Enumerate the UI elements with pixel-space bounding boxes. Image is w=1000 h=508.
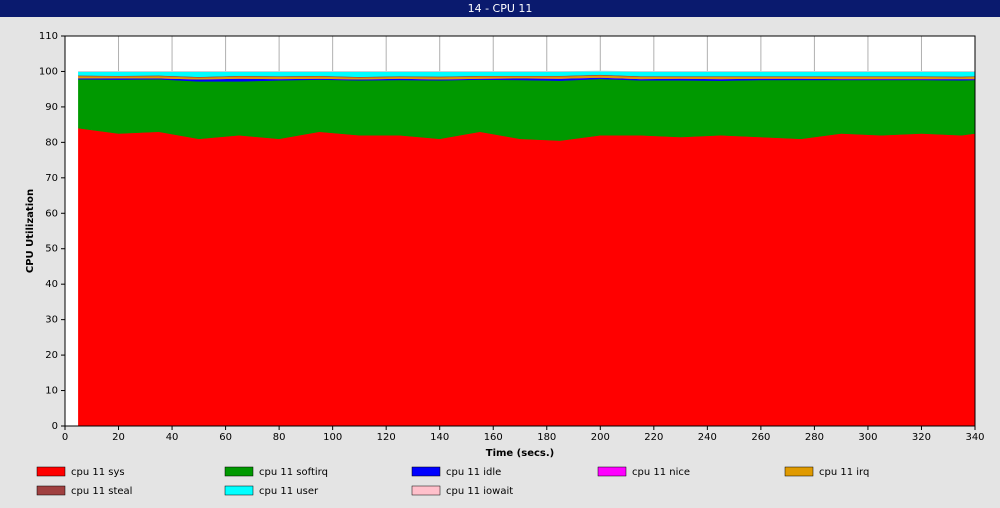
y-tick-label: 30 (45, 315, 58, 326)
x-tick-label: 320 (912, 432, 931, 443)
legend-swatch (37, 486, 65, 495)
y-tick-label: 60 (45, 208, 58, 219)
x-tick-label: 40 (166, 432, 179, 443)
legend-label: cpu 11 softirq (259, 467, 328, 478)
x-tick-label: 20 (112, 432, 125, 443)
y-tick-label: 100 (39, 66, 58, 77)
x-tick-label: 200 (591, 432, 610, 443)
x-tick-label: 260 (751, 432, 770, 443)
legend-swatch (412, 486, 440, 495)
legend-swatch (785, 467, 813, 476)
legend-label: cpu 11 nice (632, 467, 690, 478)
legend-label: cpu 11 iowait (446, 486, 513, 497)
x-tick-label: 340 (965, 432, 984, 443)
legend-label: cpu 11 sys (71, 467, 125, 478)
legend-label: cpu 11 user (259, 486, 319, 497)
x-tick-label: 0 (62, 432, 68, 443)
legend-label: cpu 11 steal (71, 486, 132, 497)
y-tick-label: 80 (45, 137, 58, 148)
legend-label: cpu 11 idle (446, 467, 501, 478)
y-tick-label: 110 (39, 31, 58, 42)
x-tick-label: 120 (377, 432, 396, 443)
legend-swatch (225, 486, 253, 495)
y-tick-label: 10 (45, 386, 58, 397)
area (78, 128, 975, 426)
y-tick-label: 90 (45, 102, 58, 113)
x-tick-label: 240 (698, 432, 717, 443)
y-tick-label: 20 (45, 350, 58, 361)
y-tick-label: 0 (52, 421, 58, 432)
chart-title: 14 - CPU 11 (468, 2, 533, 15)
area (78, 71, 975, 77)
x-tick-label: 60 (219, 432, 232, 443)
legend-swatch (225, 467, 253, 476)
area (78, 79, 975, 141)
legend-swatch (598, 467, 626, 476)
y-tick-label: 40 (45, 279, 58, 290)
x-axis-label: Time (secs.) (486, 448, 555, 459)
x-tick-label: 140 (430, 432, 449, 443)
legend-swatch (412, 467, 440, 476)
x-tick-label: 80 (273, 432, 286, 443)
legend-label: cpu 11 irq (819, 467, 869, 478)
x-tick-label: 300 (858, 432, 877, 443)
x-tick-label: 220 (644, 432, 663, 443)
y-tick-label: 50 (45, 244, 58, 255)
x-tick-label: 160 (484, 432, 503, 443)
y-axis-label: CPU Utilization (25, 189, 36, 273)
x-tick-label: 280 (805, 432, 824, 443)
x-tick-label: 100 (323, 432, 342, 443)
x-tick-label: 180 (537, 432, 556, 443)
y-tick-label: 70 (45, 173, 58, 184)
legend-swatch (37, 467, 65, 476)
